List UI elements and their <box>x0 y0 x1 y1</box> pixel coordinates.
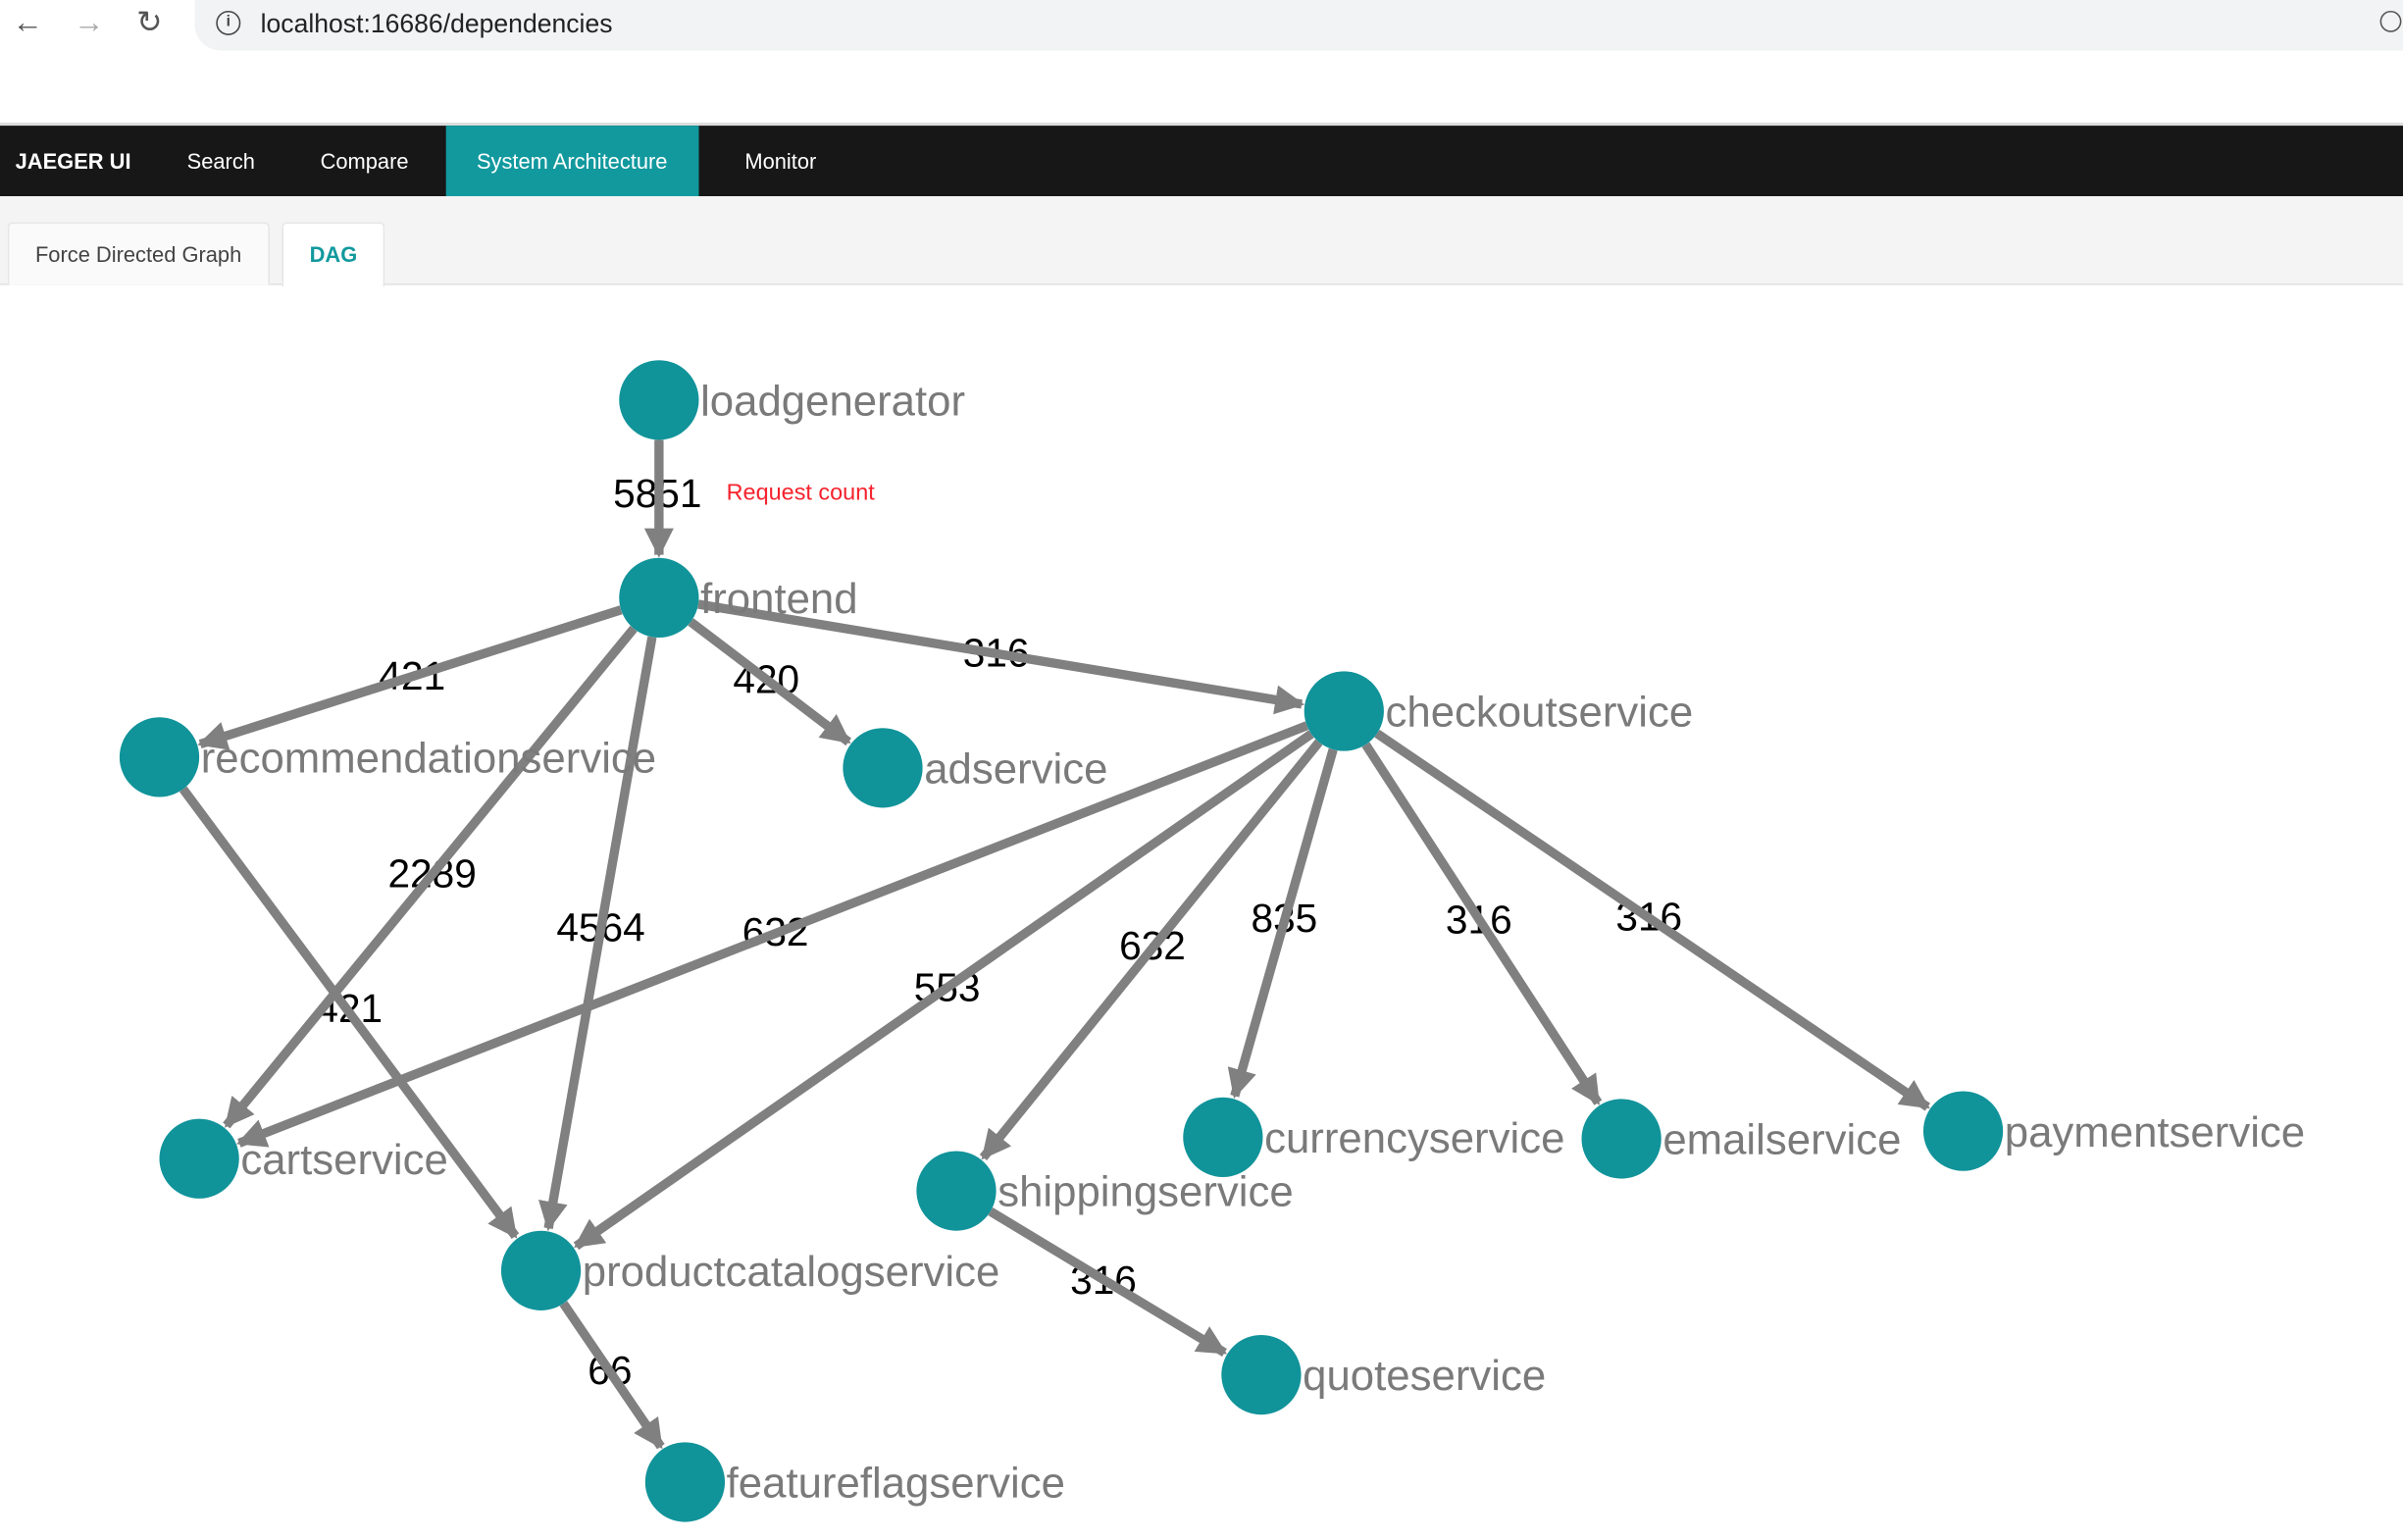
edge-checkoutservice-emailservice <box>1361 742 1603 1105</box>
edge-frontend-recommendationservice <box>197 605 623 750</box>
node-featureflagservice[interactable] <box>644 1442 726 1522</box>
zoom-icon[interactable] <box>2379 10 2402 32</box>
edge-checkoutservice-productcatalogservice <box>573 730 1314 1251</box>
edge-frontend-adservice <box>688 618 852 746</box>
node-label: featureflagservice <box>727 1460 1065 1508</box>
edge-shippingservice-quoteservice <box>988 1207 1228 1357</box>
edge-frontend-checkoutservice <box>697 599 1305 715</box>
back-arrow-icon[interactable]: ← <box>12 6 43 40</box>
info-icon[interactable]: i <box>216 10 241 35</box>
browser-toolbar: ← → ↻ i localhost:16686/dependencies <box>0 0 2403 51</box>
node-emailservice[interactable] <box>1581 1099 1662 1179</box>
node-label: paymentservice <box>2005 1108 2305 1156</box>
tab-bar: Force Directed Graph DAG <box>0 196 2403 287</box>
nav-system-architecture[interactable]: System Architecture <box>445 126 698 196</box>
nav-search[interactable]: Search <box>186 148 255 174</box>
edge-productcatalogservice-featureflagservice <box>559 1301 665 1450</box>
node-label: cartservice <box>240 1136 448 1184</box>
node-shippingservice[interactable] <box>916 1151 997 1231</box>
edge-checkoutservice-currencyservice <box>1227 747 1338 1100</box>
tab-force-directed-graph[interactable]: Force Directed Graph <box>7 222 270 285</box>
node-label: emailservice <box>1662 1116 1901 1164</box>
edge-checkoutservice-shippingservice <box>979 739 1323 1160</box>
node-label: checkoutservice <box>1386 689 1694 737</box>
node-label: frontend <box>700 575 858 623</box>
node-label: recommendationservice <box>201 734 656 782</box>
node-checkoutservice[interactable] <box>1304 671 1384 751</box>
node-label: adservice <box>924 744 1107 793</box>
node-productcatalogservice[interactable] <box>500 1230 582 1310</box>
node-adservice[interactable] <box>843 728 923 808</box>
nav-compare[interactable]: Compare <box>320 148 409 174</box>
top-nav: JAEGER UI Search Compare System Architec… <box>0 123 2403 196</box>
node-label: productcatalogservice <box>583 1248 1000 1296</box>
node-label: currencyservice <box>1264 1114 1564 1162</box>
node-currencyservice[interactable] <box>1183 1097 1263 1177</box>
request-count-annotation: Request count <box>726 480 875 506</box>
node-label: shippingservice <box>997 1168 1294 1216</box>
edge-recommendationservice-productcatalogservice <box>179 786 520 1239</box>
node-frontend[interactable] <box>619 557 699 638</box>
edge-checkoutservice-paymentservice <box>1374 729 1930 1111</box>
node-label: loadgenerator <box>700 377 965 425</box>
forward-arrow-icon[interactable]: → <box>74 6 105 40</box>
edge-frontend-cartservice <box>223 625 638 1129</box>
address-bar[interactable]: i localhost:16686/dependencies <box>194 0 2403 51</box>
node-recommendationservice[interactable] <box>119 717 200 797</box>
url-text[interactable]: localhost:16686/dependencies <box>260 9 613 39</box>
reload-icon[interactable]: ↻ <box>136 6 163 40</box>
edge-frontend-productcatalogservice <box>538 636 657 1232</box>
edge-checkoutservice-cartservice <box>236 721 1309 1148</box>
nav-monitor[interactable]: Monitor <box>744 148 817 174</box>
brand-logo[interactable]: JAEGER UI <box>15 148 131 174</box>
tab-dag[interactable]: DAG <box>281 222 385 287</box>
node-quoteservice[interactable] <box>1221 1334 1302 1415</box>
node-cartservice[interactable] <box>159 1118 239 1199</box>
node-paymentservice[interactable] <box>1922 1091 2004 1171</box>
node-label: quoteservice <box>1303 1352 1546 1400</box>
node-loadgenerator[interactable] <box>619 360 699 440</box>
